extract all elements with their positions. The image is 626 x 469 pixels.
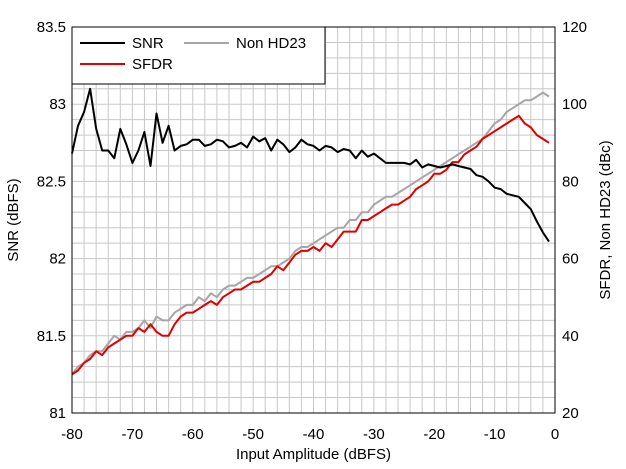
y-right-tick-label: 120 [562, 19, 587, 36]
legend-label-snr: SNR [132, 35, 164, 52]
x-tick-label: -40 [303, 426, 325, 443]
x-tick-label: -50 [242, 426, 264, 443]
y-left-axis-title: SNR (dBFS) [5, 178, 22, 261]
x-tick-label: 0 [551, 426, 559, 443]
y-right-tick-label: 100 [562, 96, 587, 113]
x-axis-title: Input Amplitude (dBFS) [236, 446, 391, 463]
legend-label-sfdr: SFDR [132, 56, 173, 73]
x-tick-label: -10 [484, 426, 506, 443]
x-tick-label: -80 [61, 426, 83, 443]
y-left-tick-label: 83 [49, 96, 66, 113]
x-tick-label: -70 [122, 426, 144, 443]
y-left-tick-label: 81.5 [37, 328, 66, 345]
y-right-axis-title: SFDR, Non HD23 (dBc) [597, 140, 614, 299]
y-right-tick-label: 40 [562, 328, 579, 345]
y-right-tick-label: 80 [562, 173, 579, 190]
y-left-tick-label: 83.5 [37, 19, 66, 36]
y-right-tick-label: 20 [562, 405, 579, 422]
y-left-tick-label: 82.5 [37, 173, 66, 190]
series-line-snr [71, 87, 550, 243]
legend-box [71, 26, 326, 85]
series-lines [71, 87, 550, 376]
series-line-sfdr [71, 114, 550, 376]
x-tick-label: -20 [423, 426, 445, 443]
y-right-tick-label: 60 [562, 251, 579, 268]
y-left-tick-label: 82 [49, 251, 66, 268]
x-tick-label: -60 [182, 426, 204, 443]
x-tick-label: -30 [363, 426, 385, 443]
legend: SNR Non HD23 SFDR [71, 26, 326, 85]
legend-label-non-hd23: Non HD23 [236, 35, 306, 52]
tick-labels: -80 -70 -60 -50 -40 -30 -20 -10 0 81 81.5 82 82.5 83 8… [37, 19, 587, 443]
grid [71, 26, 556, 414]
y-left-tick-label: 81 [49, 405, 66, 422]
